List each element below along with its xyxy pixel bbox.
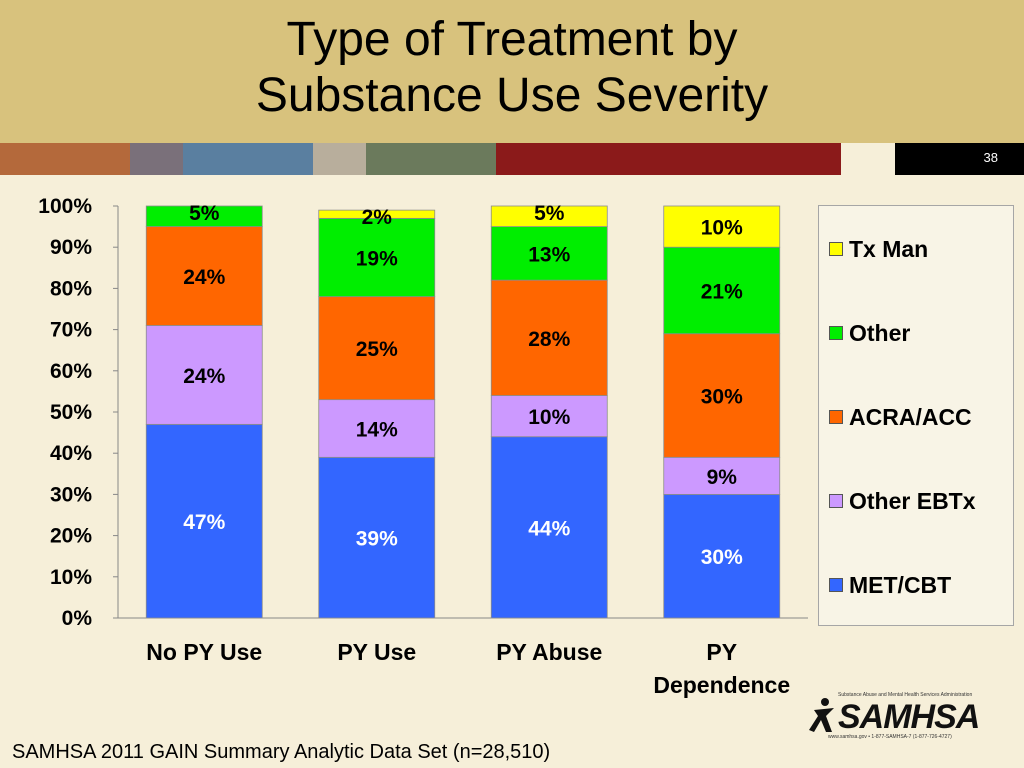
bar-segment [145, 226, 263, 326]
legend-label: Tx Man [849, 235, 929, 262]
bar-segment [318, 209, 436, 219]
bar-segment [663, 246, 781, 335]
data-label: 39% [356, 528, 398, 551]
data-label: 14% [356, 418, 398, 441]
legend-item: Other EBTx [829, 486, 976, 516]
bar-segment [663, 456, 781, 495]
samhsa-logo: Substance Abuse and Mental Health Servic… [808, 688, 980, 742]
y-tick-label: 100% [38, 195, 92, 218]
data-label: 19% [356, 248, 398, 271]
bar-segment [145, 423, 263, 619]
stripe-segment [130, 143, 183, 175]
source-note: SAMHSA 2011 GAIN Summary Analytic Data S… [12, 741, 551, 763]
bar-segment [318, 399, 436, 458]
legend-swatch [829, 410, 843, 424]
y-tick-label: 20% [50, 525, 92, 548]
y-tick-label: 60% [50, 360, 92, 383]
data-label: 21% [701, 280, 743, 303]
logo-text: SAMHSA [838, 698, 980, 736]
legend-item: MET/CBT [829, 570, 951, 600]
slide-number: 38 [895, 143, 1024, 175]
data-label: 10% [701, 217, 743, 240]
data-label: 25% [356, 338, 398, 361]
data-label: 24% [183, 266, 225, 289]
bar-segment [318, 217, 436, 298]
y-tick-label: 80% [50, 277, 92, 300]
data-label: 44% [528, 517, 570, 540]
chart-legend: Tx Man Other ACRA/ACC Other EBTx MET/CBT [818, 205, 1014, 626]
slide-title-line-2: Substance Use Severity [255, 69, 769, 122]
legend-label: Other [849, 319, 911, 346]
data-label: 5% [534, 202, 565, 225]
legend-item: Tx Man [829, 234, 928, 264]
data-label: 47% [183, 511, 225, 534]
y-tick-label: 30% [50, 483, 92, 506]
bar-segment [490, 279, 608, 396]
data-label: 24% [183, 365, 225, 388]
stripe-segment [366, 143, 496, 175]
stripe-segment [0, 143, 130, 175]
slide-title: Type of Treatment by Substance Use Sever… [0, 12, 1024, 124]
y-tick-label: 10% [50, 566, 92, 589]
bar-segment [663, 493, 781, 619]
data-label: 9% [707, 466, 738, 489]
bar-segment [490, 395, 608, 438]
bar-segment [663, 205, 781, 248]
logo-subtitle: Substance Abuse and Mental Health Servic… [838, 692, 973, 698]
data-label: 10% [528, 406, 570, 429]
x-tick-label: No PY Use [146, 639, 262, 665]
x-tick-label: PY Use [337, 639, 416, 665]
bar-segment [318, 456, 436, 619]
legend-swatch [829, 326, 843, 340]
legend-item: ACRA/ACC [829, 402, 972, 432]
bar-segment [490, 436, 608, 619]
data-label: 13% [528, 243, 570, 266]
data-label: 30% [701, 386, 743, 409]
title-band [0, 0, 1024, 143]
y-tick-label: 40% [50, 442, 92, 465]
legend-swatch [829, 578, 843, 592]
legend-item: Other [829, 318, 910, 348]
x-tick-label: PY [706, 639, 737, 665]
x-tick-label: PY Abuse [496, 639, 602, 665]
legend-label: Other EBTx [849, 487, 976, 514]
legend-label: MET/CBT [849, 571, 952, 598]
legend-label: ACRA/ACC [849, 403, 972, 430]
logo-footer: www.samhsa.gov • 1-877-SAMHSA-7 (1-877-7… [828, 734, 952, 740]
stripe-segment [313, 143, 366, 175]
data-label: 2% [362, 206, 393, 229]
y-tick-label: 90% [50, 236, 92, 259]
legend-swatch [829, 494, 843, 508]
bar-segment [145, 325, 263, 425]
bar-segment [145, 205, 263, 228]
data-label: 30% [701, 546, 743, 569]
slide-title-line-1: Type of Treatment by [286, 13, 738, 66]
bar-segment [663, 333, 781, 458]
data-label: 28% [528, 328, 570, 351]
bar-segment [490, 205, 608, 228]
y-tick-label: 0% [62, 607, 93, 630]
stripe-segment [183, 143, 313, 175]
data-label: 5% [189, 202, 220, 225]
person-figure-icon [809, 698, 834, 732]
bar-segment [318, 296, 436, 401]
legend-swatch [829, 242, 843, 256]
x-tick-label: Dependence [653, 672, 790, 698]
y-tick-label: 70% [50, 319, 92, 342]
y-tick-label: 50% [50, 401, 92, 424]
decorative-stripe-bar [0, 143, 1024, 175]
stripe-segment [496, 143, 841, 175]
